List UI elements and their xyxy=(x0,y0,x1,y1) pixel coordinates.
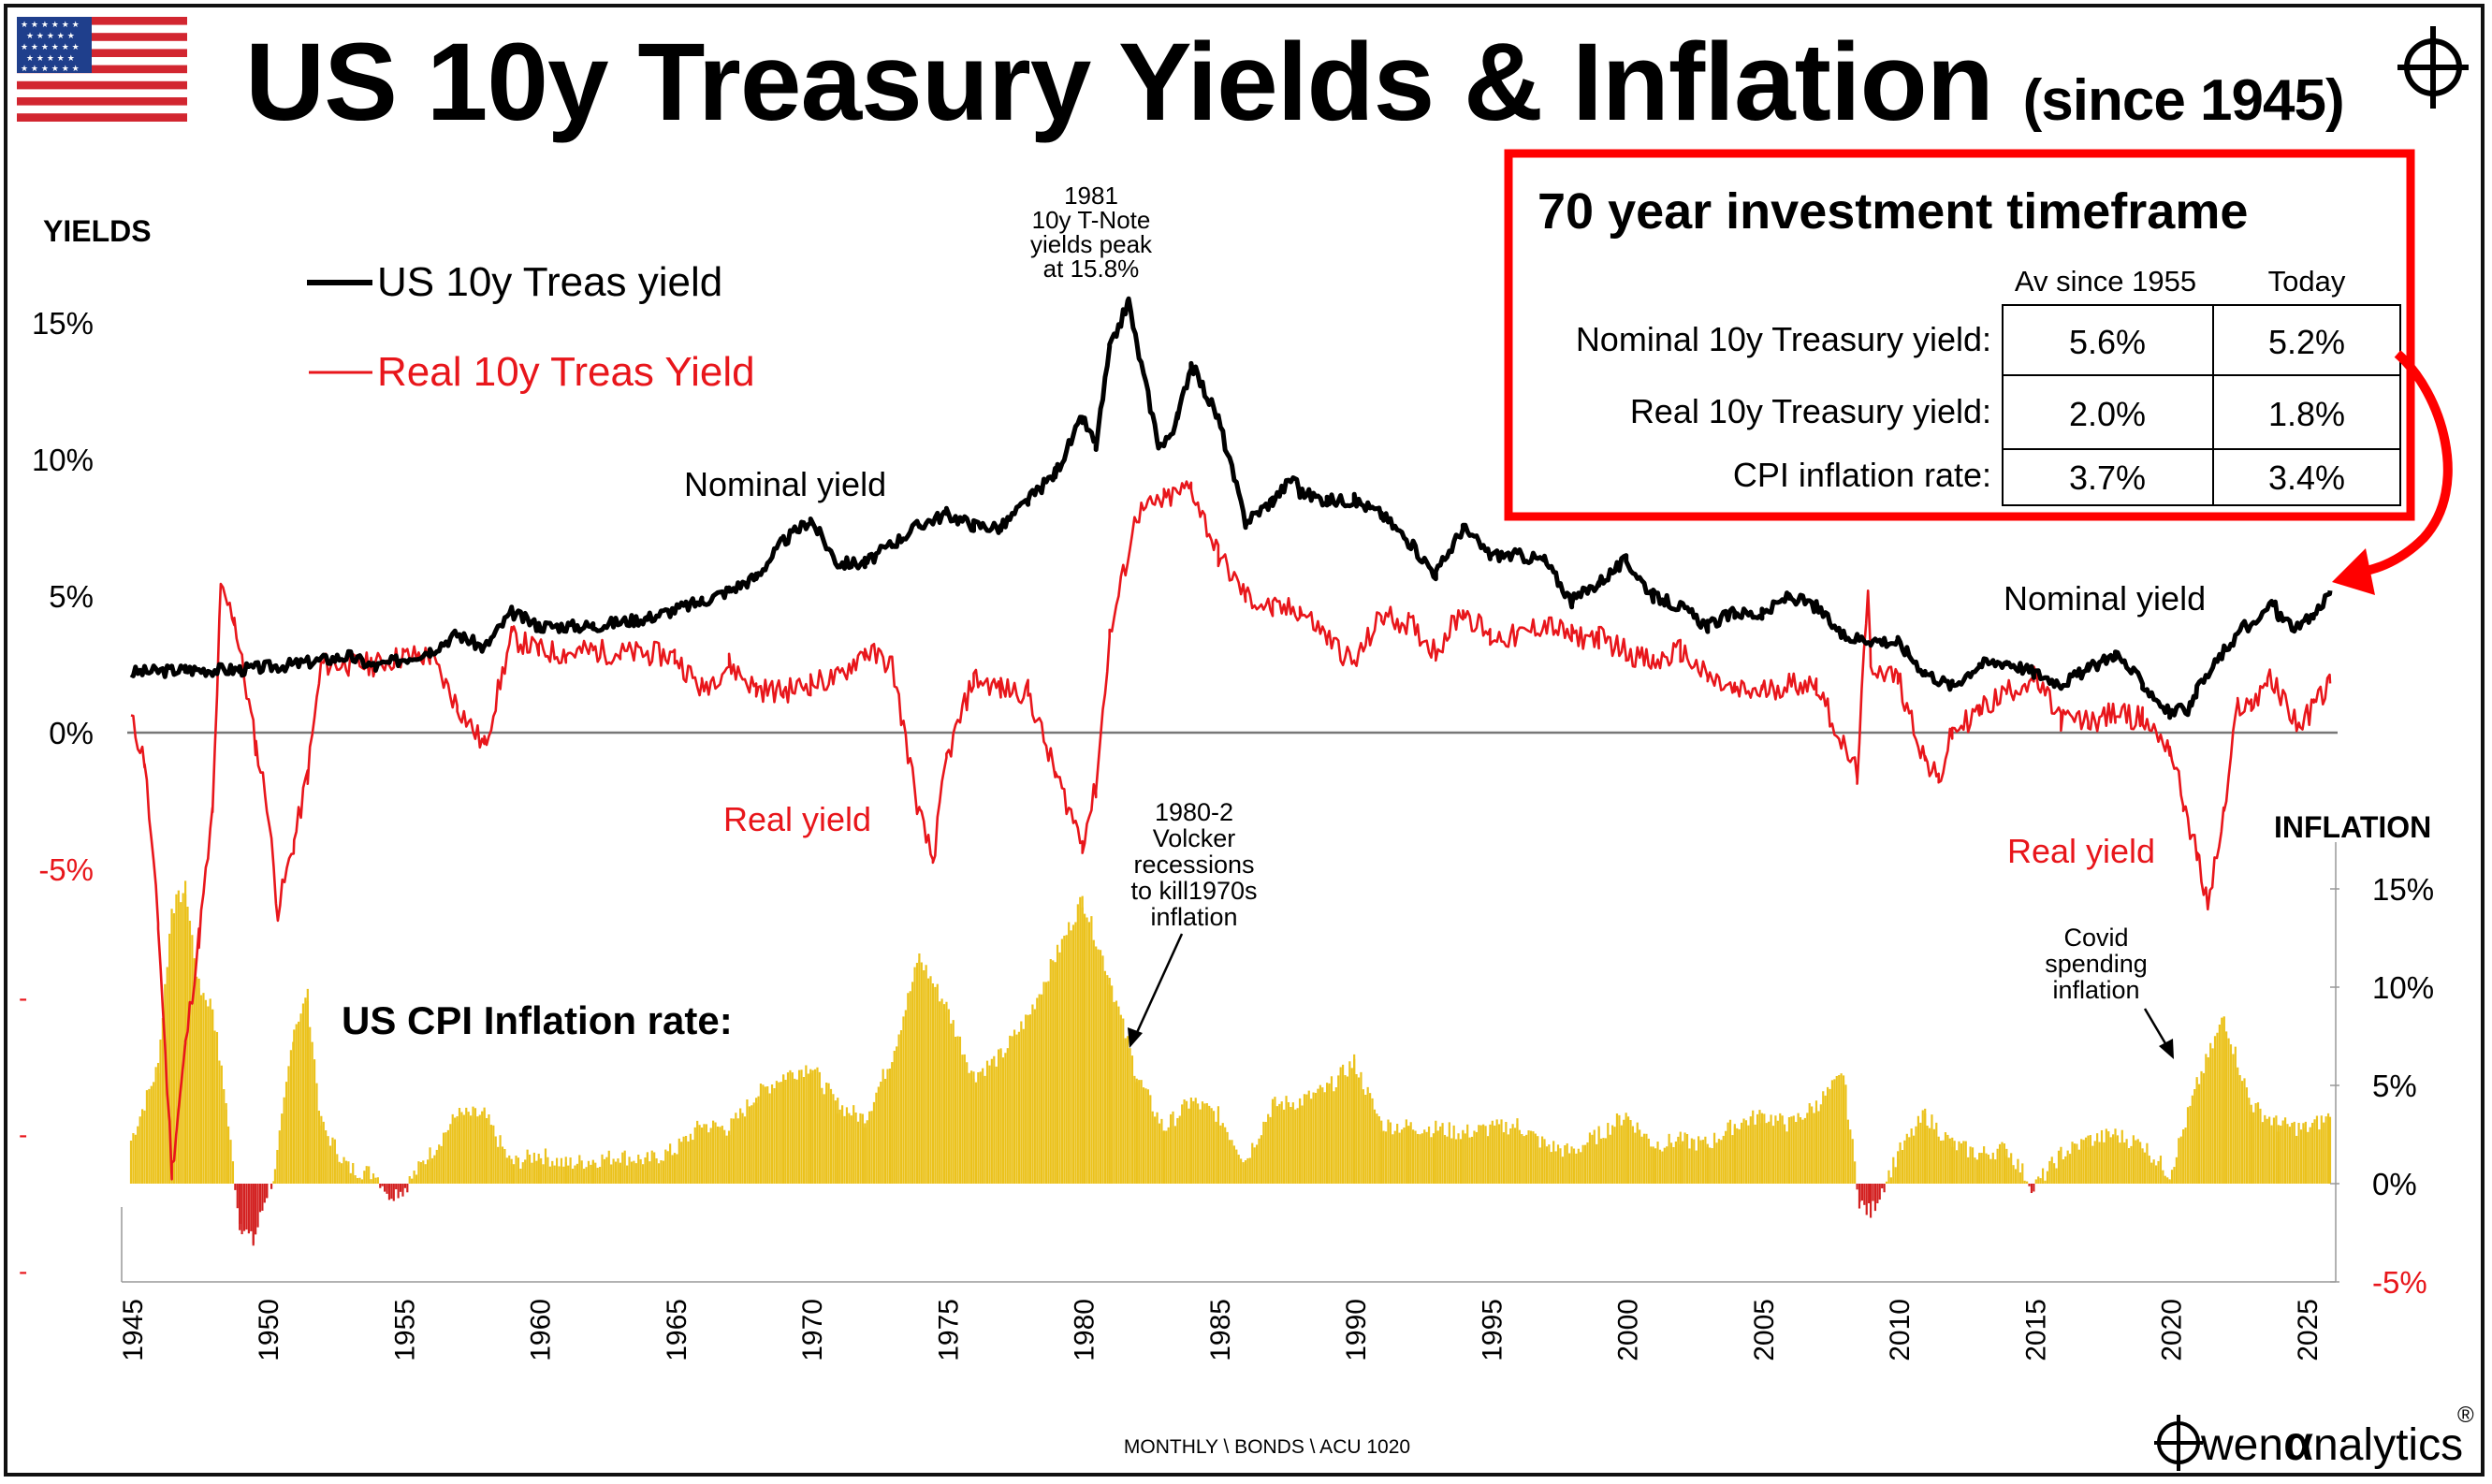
x-tick-label: 1990 xyxy=(1341,1299,1372,1361)
svg-text:®: ® xyxy=(2457,1403,2474,1428)
brand-logo: wenαnalytics ® xyxy=(2154,1403,2474,1471)
left-tick-label: 0% xyxy=(49,716,94,750)
svg-text:to kill1970s: to kill1970s xyxy=(1130,877,1257,905)
right-tick-labels: 15% 10% 5% 0% -5% xyxy=(2330,872,2434,1300)
covid-note: Covid spending inflation xyxy=(2045,924,2148,1004)
peak-note: 1981 10y T-Note yields peak at 15.8% xyxy=(1030,182,1153,283)
x-tick-label: 1965 xyxy=(662,1299,692,1361)
covid-arrowhead xyxy=(2159,1039,2174,1059)
svg-text:★ ★ ★ ★ ★: ★ ★ ★ ★ ★ xyxy=(26,54,75,64)
crosshair-logo-icon xyxy=(2397,26,2469,109)
legend-nominal-label: US 10y Treas yield xyxy=(377,259,722,305)
info-row-today-cpi: 3.4% xyxy=(2268,458,2345,497)
x-tick-label: 1985 xyxy=(1205,1299,1236,1361)
right-tick-label: 15% xyxy=(2372,872,2434,907)
svg-text:yields peak: yields peak xyxy=(1030,230,1153,258)
today-arrowhead xyxy=(2332,548,2375,595)
info-box-title: 70 year investment timeframe xyxy=(1537,183,2248,240)
x-tick-label: 1960 xyxy=(526,1299,557,1361)
svg-text:10y T-Note: 10y T-Note xyxy=(1032,206,1151,234)
info-row-label-cpi: CPI inflation rate: xyxy=(1733,456,1991,494)
right-axis-title: INFLATION xyxy=(2274,810,2431,844)
svg-text:1980-2: 1980-2 xyxy=(1155,798,1233,826)
x-tick-label: 1975 xyxy=(933,1299,964,1361)
nominal-yield-label-right: Nominal yield xyxy=(2004,579,2206,618)
svg-text:wenαnalytics: wenαnalytics xyxy=(2200,1417,2463,1471)
nominal-yield-label: Nominal yield xyxy=(684,465,886,503)
x-tick-label: 2015 xyxy=(2020,1299,2051,1361)
svg-text:Covid: Covid xyxy=(2063,924,2128,952)
left-tick-labels: 15% 10% 5% 0% -5% - - - xyxy=(19,306,94,1286)
left-tick-label: 5% xyxy=(49,579,94,614)
cpi-bars xyxy=(129,880,2332,1246)
page-title: US 10y Treasury Yields & Inflation (sinc… xyxy=(245,21,2345,144)
svg-text:recessions: recessions xyxy=(1133,851,1254,879)
x-tick-label: 2000 xyxy=(1613,1299,1644,1361)
svg-text:spending: spending xyxy=(2045,950,2148,978)
x-tick-label: 2010 xyxy=(1885,1299,1916,1361)
us-flag-icon: ★ ★ ★ ★ ★ ★★ ★ ★ ★ ★ ★ ★ ★ ★ ★ ★★ ★ ★ ★ … xyxy=(17,17,187,122)
left-tick-label: - xyxy=(19,1257,27,1286)
volcker-note: 1980-2 Volcker recessions to kill1970s i… xyxy=(1130,798,1257,931)
info-row-label-real: Real 10y Treasury yield: xyxy=(1630,392,1991,430)
svg-text:inflation: inflation xyxy=(1150,903,1237,931)
left-axis-title: YIELDS xyxy=(43,214,152,248)
x-tick-label: 1950 xyxy=(254,1299,284,1361)
left-tick-label: -5% xyxy=(38,852,94,887)
x-tick-label: 2005 xyxy=(1749,1299,1780,1361)
today-arrow xyxy=(2357,350,2453,577)
footer-source: MONTHLY \ BONDS \ ACU 1020 xyxy=(1124,1436,1410,1458)
svg-text:1981: 1981 xyxy=(1064,182,1118,210)
info-row-avg-real: 2.0% xyxy=(2069,395,2146,433)
info-col-avg: Av since 1955 xyxy=(2015,265,2196,298)
svg-text:inflation: inflation xyxy=(2052,976,2139,1004)
x-tick-labels: 1945 1950 1955 1960 1965 1970 1975 1980 1985 1990… xyxy=(118,1299,2324,1361)
info-row-avg-cpi: 3.7% xyxy=(2069,458,2146,497)
x-tick-label: 2020 xyxy=(2157,1299,2188,1361)
svg-text:★ ★ ★ ★ ★ ★: ★ ★ ★ ★ ★ ★ xyxy=(21,43,80,52)
nominal-yield-line xyxy=(129,296,2333,720)
svg-text:at 15.8%: at 15.8% xyxy=(1043,255,1140,283)
axes xyxy=(121,731,2338,1283)
svg-text:★ ★ ★ ★ ★: ★ ★ ★ ★ ★ xyxy=(26,32,75,41)
cpi-title: US CPI Inflation rate: xyxy=(342,998,733,1042)
right-tick-label: 10% xyxy=(2372,970,2434,1005)
left-tick-label: 10% xyxy=(32,443,94,477)
real-yield-line xyxy=(130,480,2332,1181)
x-tick-label: 2025 xyxy=(2293,1299,2324,1361)
chart-frame xyxy=(4,4,2485,1477)
info-col-today: Today xyxy=(2268,265,2346,298)
real-yield-label: Real yield xyxy=(723,800,871,838)
info-box xyxy=(1504,149,2415,521)
info-row-avg-nominal: 5.6% xyxy=(2069,323,2146,361)
left-tick-label: - xyxy=(19,1120,27,1149)
x-tick-label: 1945 xyxy=(118,1299,149,1361)
info-table-grid xyxy=(2002,304,2401,506)
volcker-arrow xyxy=(1132,933,1184,1040)
real-yield-label-right: Real yield xyxy=(2007,832,2155,870)
legend-real-label: Real 10y Treas Yield xyxy=(377,349,755,395)
left-tick-label: - xyxy=(19,983,27,1012)
info-row-today-real: 1.8% xyxy=(2268,395,2345,433)
x-tick-label: 1980 xyxy=(1070,1299,1100,1361)
right-tick-label: -5% xyxy=(2372,1265,2427,1300)
svg-text:★ ★ ★ ★ ★ ★: ★ ★ ★ ★ ★ ★ xyxy=(21,65,80,74)
info-row-label-nominal: Nominal 10y Treasury yield: xyxy=(1576,320,1991,358)
x-tick-label: 1995 xyxy=(1477,1299,1508,1361)
svg-text:★ ★ ★ ★ ★ ★: ★ ★ ★ ★ ★ ★ xyxy=(21,21,80,30)
volcker-arrowhead xyxy=(1128,1027,1143,1048)
info-row-today-nominal: 5.2% xyxy=(2268,323,2345,361)
svg-text:Volcker: Volcker xyxy=(1153,824,1236,852)
x-tick-label: 1955 xyxy=(389,1299,420,1361)
left-tick-label: 15% xyxy=(32,306,94,341)
right-tick-label: 5% xyxy=(2372,1069,2417,1103)
right-tick-label: 0% xyxy=(2372,1167,2417,1201)
title-suffix: (since 1945) xyxy=(2022,68,2345,133)
x-tick-label: 1970 xyxy=(797,1299,828,1361)
